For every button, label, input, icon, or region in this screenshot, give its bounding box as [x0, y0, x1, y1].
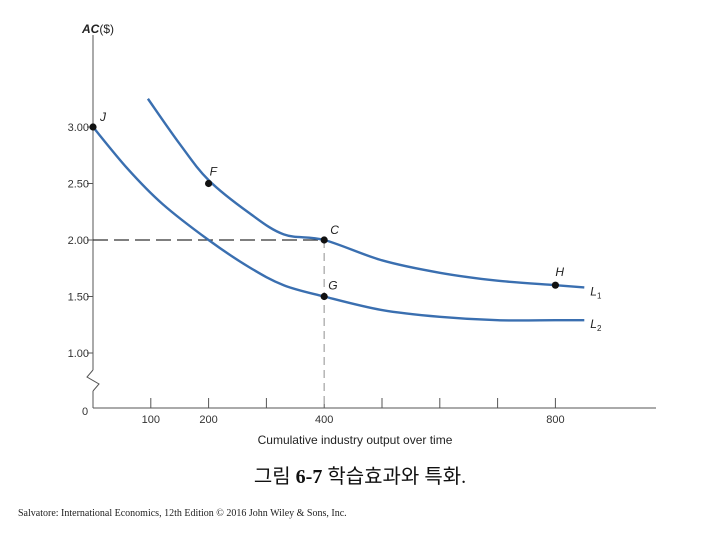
point-label-h: H: [555, 265, 564, 279]
y-axis-break: [86, 369, 100, 392]
x-axis-title: Cumulative industry output over time: [258, 433, 453, 447]
point-label-c: C: [330, 223, 339, 237]
point-c: [320, 236, 328, 244]
axes: 1.00 1.50 2.00 2.50 3.00 100 200 400 800 0 AC($) Cu…: [68, 22, 656, 447]
x-tick-label: 400: [315, 414, 333, 426]
source-citation: Salvatore: International Economics, 12th…: [18, 508, 347, 519]
point-label-f: F: [210, 165, 218, 179]
x-tick-label: 100: [142, 414, 160, 426]
caption-text: 학습효과와 특화.: [322, 466, 467, 488]
x-tick-label: 800: [546, 414, 564, 426]
y-tick-label: 1.50: [68, 292, 89, 304]
y-tick-label: 2.00: [68, 235, 89, 247]
x-tick-label: 200: [199, 414, 217, 426]
point-label-j: J: [99, 110, 107, 124]
y-axis-title: AC($): [81, 22, 114, 36]
curve-l2: [92, 126, 585, 322]
origin-label: 0: [82, 406, 88, 418]
y-tick-label: 1.00: [68, 348, 89, 360]
reference-lines: [93, 239, 325, 408]
y-tick-label: 3.00: [68, 122, 89, 134]
point-f: [205, 179, 213, 188]
curve-label-l1: L1: [590, 284, 602, 300]
point-j: [89, 123, 97, 131]
figure-caption: 그림 6-7 학습효과와 특화.: [0, 460, 720, 489]
curve-l1: [146, 98, 585, 289]
curve-label-l2: L2: [590, 317, 602, 333]
caption-number: 6-7: [295, 466, 323, 488]
point-h: [551, 281, 560, 289]
point-markers: [89, 123, 560, 301]
caption-prefix: 그림: [253, 466, 296, 488]
curves: [92, 98, 585, 322]
labels: L1 L2 J F C G H: [99, 110, 602, 333]
y-tick-label: 2.50: [68, 179, 89, 191]
point-label-g: G: [328, 279, 337, 293]
point-g: [320, 292, 328, 301]
